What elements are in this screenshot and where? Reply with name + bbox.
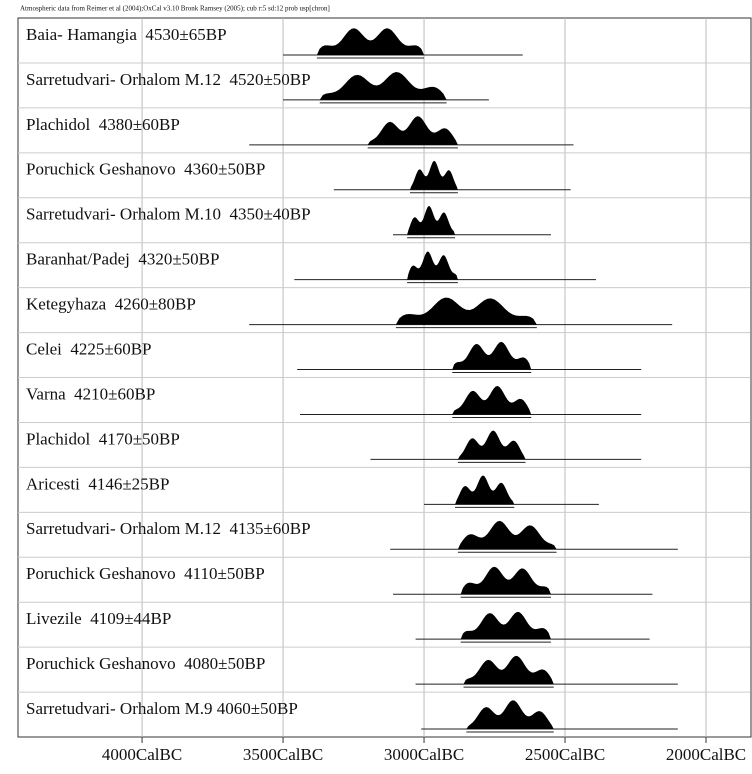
probability-distribution [457,520,557,550]
probability-distribution [316,28,425,55]
probability-distribution [460,566,551,595]
row-label: Sarretudvari- Orhalom M.12 4520±50BP [26,70,311,89]
row-label: Varna 4210±60BP [26,384,155,403]
row-label: Sarretudvari- Orhalom M.10 4350±40BP [26,205,311,224]
row-label: Livezile 4109±44BP [26,609,171,628]
x-tick-label: 3500CalBC [243,745,323,764]
chart-note: Atmospheric data from Reimer et al (2004… [20,5,330,13]
row-label: Sarretudvari- Orhalom M.9 4060±50BP [26,699,298,718]
row-label: Ketegyhaza 4260±80BP [26,295,196,314]
probability-distribution [457,430,526,460]
x-tick-label: 4000CalBC [102,745,182,764]
probability-distribution [466,700,554,729]
probability-distribution [319,72,447,100]
row-label: Plachidol 4380±60BP [26,115,180,134]
row-label: Baranhat/Padej 4320±50BP [26,250,219,269]
row-label: Poruchick Geshanovo 4110±50BP [26,564,265,583]
probability-distribution [452,341,532,370]
probability-distribution [463,655,554,685]
row-label: Sarretudvari- Orhalom M.12 4135±60BP [26,519,311,538]
row-label: Poruchick Geshanovo 4360±50BP [26,160,265,179]
probability-distribution [460,611,551,640]
probability-distribution [455,475,515,505]
row-label: Baia- Hamangia 4530±65BP [26,25,227,44]
x-tick-label: 2000CalBC [666,745,746,764]
probability-distribution [409,160,458,190]
probability-distribution [395,297,537,325]
probability-distribution [407,205,456,235]
row-label: Plachidol 4170±50BP [26,429,180,448]
probability-distribution [452,385,532,415]
row-label: Celei 4225±60BP [26,339,152,358]
row-label: Aricesti 4146±25BP [26,474,169,493]
probability-distribution [407,251,458,280]
x-tick-label: 3000CalBC [384,745,464,764]
probability-distribution [367,116,458,145]
x-tick-label: 2500CalBC [525,745,605,764]
row-label: Poruchick Geshanovo 4080±50BP [26,654,265,673]
